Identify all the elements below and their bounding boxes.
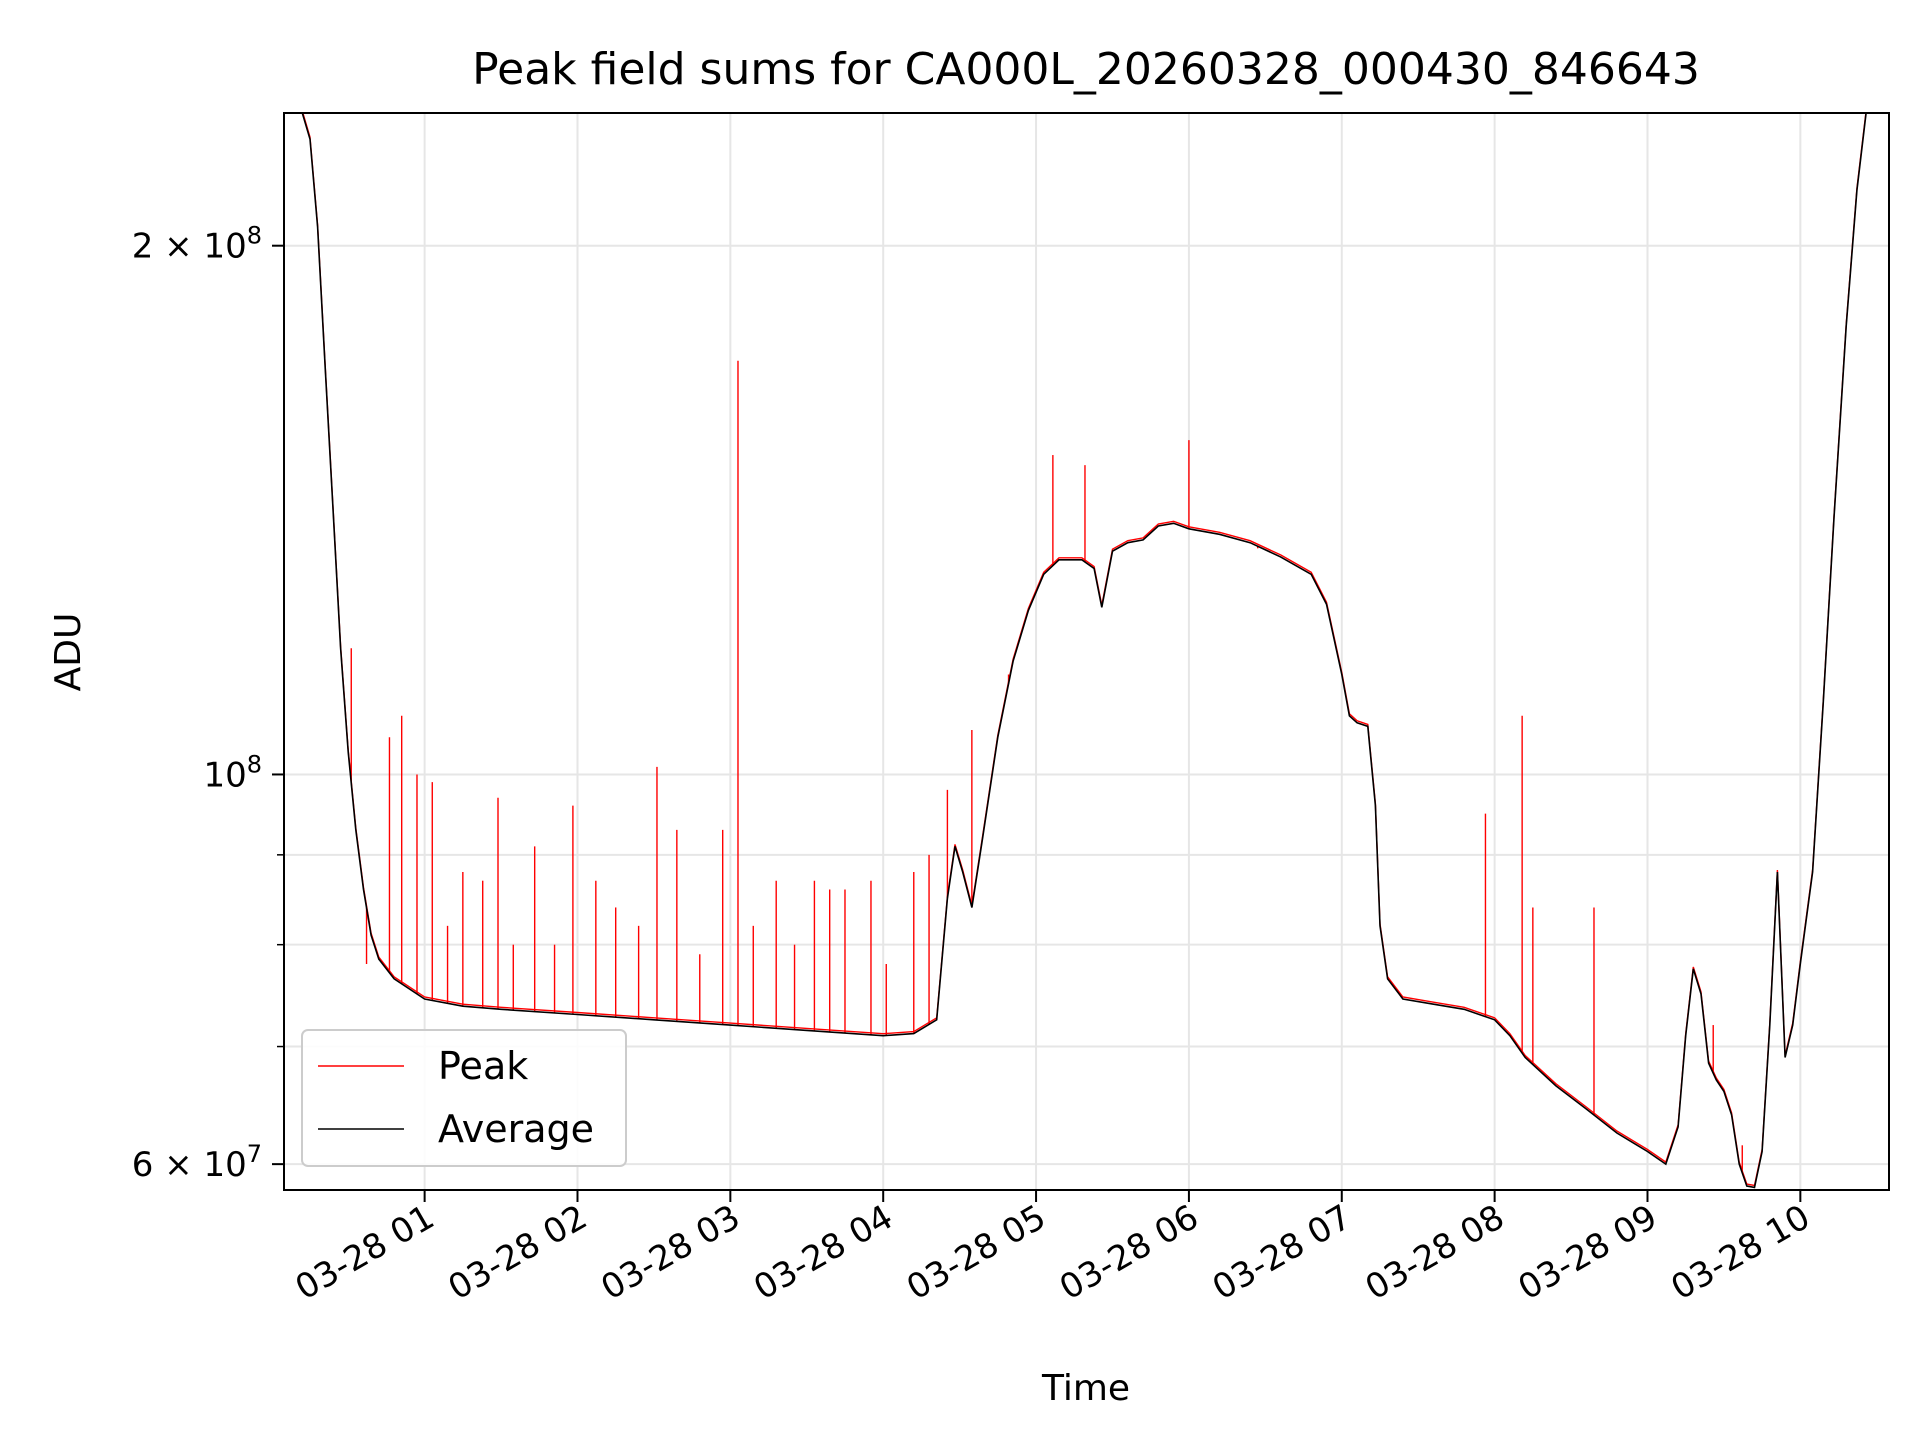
- legend-box: [301, 1029, 627, 1167]
- plot-frame: [283, 112, 1890, 1191]
- grid: [284, 113, 1889, 1190]
- legend-average-label: Average: [438, 1107, 594, 1151]
- y-tick-label: 108: [203, 750, 262, 795]
- y-tick-label: 6 × 107: [132, 1140, 262, 1185]
- series-layer: [284, 113, 1889, 1189]
- legend: Peak Average: [301, 1029, 627, 1167]
- average-series-line: [284, 113, 1889, 1189]
- x-axis-label: Time: [1041, 1368, 1130, 1409]
- legend-peak-label: Peak: [438, 1044, 528, 1088]
- y-tick-label: 2 × 108: [132, 222, 262, 267]
- chart-title: Peak field sums for CA000L_20260328_0004…: [472, 44, 1700, 95]
- y-axis-label: ADU: [48, 613, 89, 692]
- y-axis-ticks: 6 × 107 108 2 × 108: [132, 222, 284, 1185]
